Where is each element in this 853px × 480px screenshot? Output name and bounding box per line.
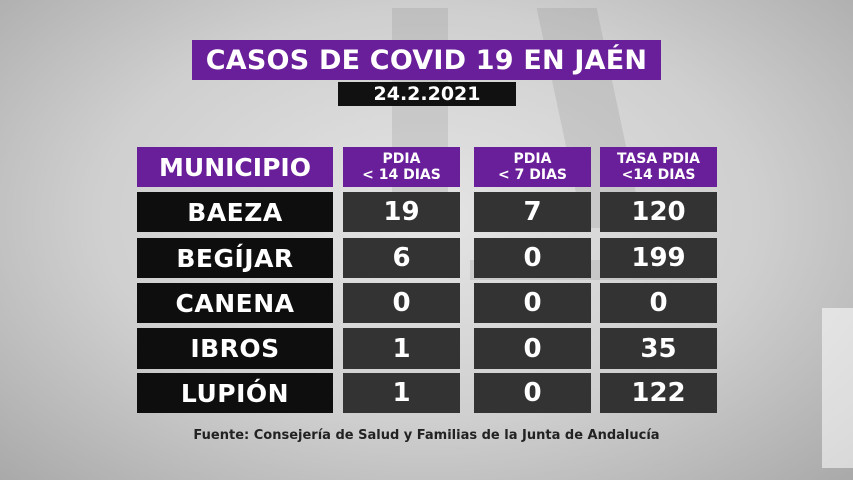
- row-municipio: BEGÍJAR: [137, 238, 333, 278]
- row-pdia-7: 0: [474, 238, 591, 278]
- header-tasa-line1: TASA PDIA: [616, 151, 700, 167]
- row-pdia-14: 1: [343, 328, 460, 369]
- row-pdia-7: 0: [474, 373, 591, 413]
- header-tasa-line2: <14 DIAS: [621, 167, 696, 183]
- date-label: 24.2.2021: [338, 82, 516, 106]
- header-municipio: MUNICIPIO: [137, 147, 333, 187]
- row-tasa: 35: [600, 328, 717, 369]
- header-pdia-7: PDIA < 7 DIAS: [474, 147, 591, 187]
- row-municipio: CANENA: [137, 283, 333, 323]
- row-tasa: 0: [600, 283, 717, 323]
- header-tasa: TASA PDIA <14 DIAS: [600, 147, 717, 187]
- row-tasa: 122: [600, 373, 717, 413]
- row-pdia-14: 6: [343, 238, 460, 278]
- row-municipio: IBROS: [137, 328, 333, 369]
- header-pdia-14-line1: PDIA: [382, 151, 421, 167]
- background-decoration: [822, 308, 853, 468]
- row-pdia-14: 0: [343, 283, 460, 323]
- row-municipio: LUPIÓN: [137, 373, 333, 413]
- row-pdia-7: 7: [474, 192, 591, 232]
- row-pdia-14: 1: [343, 373, 460, 413]
- row-tasa: 120: [600, 192, 717, 232]
- header-pdia-7-line2: < 7 DIAS: [498, 167, 567, 183]
- header-pdia-14-line2: < 14 DIAS: [362, 167, 441, 183]
- row-pdia-14: 19: [343, 192, 460, 232]
- row-tasa: 199: [600, 238, 717, 278]
- page-title: CASOS DE COVID 19 EN JAÉN: [192, 40, 661, 80]
- row-municipio: BAEZA: [137, 192, 333, 232]
- source-credit: Fuente: Consejería de Salud y Familias d…: [193, 428, 660, 443]
- row-pdia-7: 0: [474, 328, 591, 369]
- header-pdia-7-line1: PDIA: [513, 151, 552, 167]
- header-pdia-14: PDIA < 14 DIAS: [343, 147, 460, 187]
- row-pdia-7: 0: [474, 283, 591, 323]
